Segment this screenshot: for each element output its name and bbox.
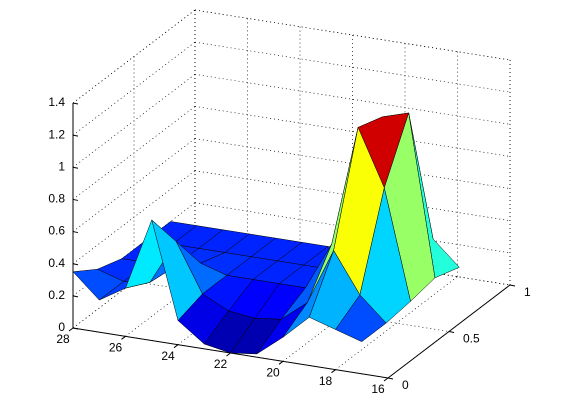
y-tick-label: 0 bbox=[402, 378, 409, 392]
y-tick-label: 0.5 bbox=[463, 332, 480, 346]
z-tick bbox=[72, 134, 79, 137]
z-tick-label: 0 bbox=[58, 320, 65, 334]
z-tick-label: 1.2 bbox=[48, 127, 65, 141]
z-tick-label: 0.4 bbox=[48, 256, 65, 270]
surface-patch bbox=[335, 294, 387, 342]
grid-line bbox=[72, 138, 196, 232]
z-tick-label: 0.8 bbox=[48, 192, 65, 206]
x-tick bbox=[331, 369, 336, 374]
x-tick-label: 22 bbox=[214, 357, 228, 371]
z-tick bbox=[72, 295, 79, 298]
z-tick bbox=[72, 263, 79, 266]
grid-line bbox=[72, 106, 196, 200]
x-tick bbox=[278, 360, 284, 365]
x-tick bbox=[68, 327, 74, 332]
x-tick-label: 18 bbox=[319, 374, 333, 388]
z-tick-label: 1.4 bbox=[48, 95, 65, 109]
x-tick bbox=[121, 335, 126, 340]
x-tick-label: 16 bbox=[371, 382, 385, 396]
z-tick bbox=[72, 231, 79, 234]
grid-line bbox=[72, 41, 196, 136]
y-tick bbox=[509, 284, 516, 287]
grid-line bbox=[335, 276, 458, 370]
y-tick bbox=[448, 331, 455, 333]
x-tick bbox=[383, 377, 389, 382]
z-tick-label: 1 bbox=[58, 159, 65, 173]
z-tick bbox=[72, 166, 79, 169]
z-tick bbox=[72, 102, 79, 105]
x-tick-label: 20 bbox=[266, 366, 280, 380]
grid-line bbox=[72, 74, 196, 168]
z-tick bbox=[72, 198, 79, 201]
y-tick bbox=[387, 377, 394, 380]
x-tick bbox=[226, 352, 231, 357]
z-tick-label: 0.2 bbox=[48, 288, 65, 302]
z-tick bbox=[72, 327, 79, 330]
x-tick-label: 26 bbox=[109, 341, 123, 355]
x-tick bbox=[173, 344, 179, 349]
grid-line bbox=[72, 9, 196, 104]
grid-line bbox=[72, 170, 196, 264]
x-tick-label: 28 bbox=[56, 332, 70, 346]
x-tick-label: 24 bbox=[161, 349, 175, 363]
z-tick-label: 0.6 bbox=[48, 224, 65, 238]
y-tick-label: 1 bbox=[524, 285, 531, 299]
